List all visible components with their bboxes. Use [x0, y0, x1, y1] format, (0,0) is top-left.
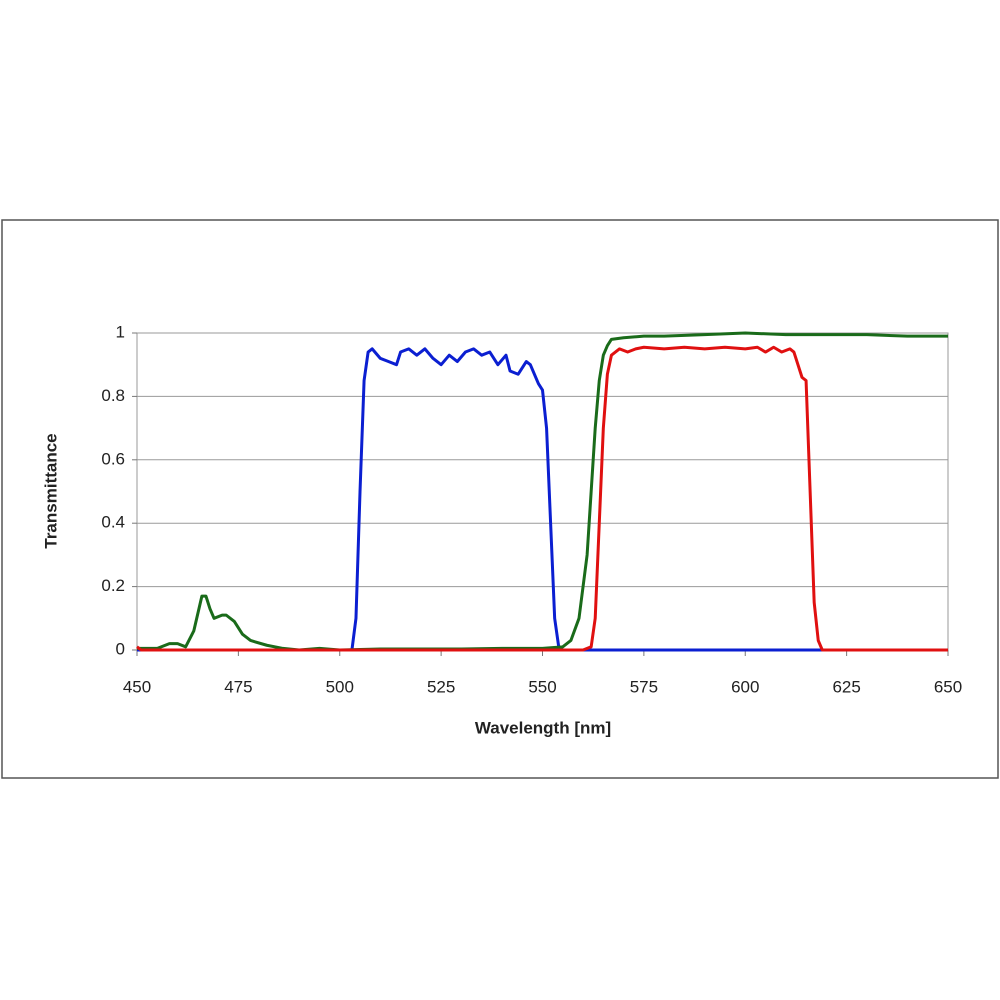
x-tick-label: 575 [630, 677, 658, 696]
x-tick-label: 550 [528, 677, 556, 696]
y-tick-label: 0.2 [101, 576, 125, 595]
y-axis-title: Transmittance [41, 433, 60, 548]
x-tick-label: 450 [123, 677, 151, 696]
x-tick-label: 650 [934, 677, 962, 696]
y-tick-label: 0.8 [101, 386, 125, 405]
x-tick-label: 475 [224, 677, 252, 696]
x-tick-label: 625 [832, 677, 860, 696]
x-tick-label: 600 [731, 677, 759, 696]
x-axis-title: Wavelength [nm] [475, 718, 611, 737]
series-line [136, 345, 948, 652]
plot-area [136, 332, 949, 651]
y-tick-label: 0.4 [101, 513, 125, 532]
x-tick-label: 525 [427, 677, 455, 696]
y-tick-label: 0.6 [101, 449, 125, 468]
x-tick-label: 500 [326, 677, 354, 696]
y-tick-label: 0 [116, 639, 125, 658]
y-tick-label: 1 [116, 322, 125, 341]
series-line [137, 347, 948, 652]
